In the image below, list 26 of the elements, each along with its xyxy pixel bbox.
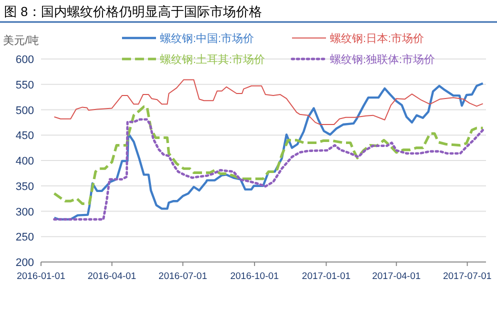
y-tick-label: 400 — [16, 156, 34, 168]
legend-label: 螺纹钢:中国:市场价 — [160, 32, 254, 45]
x-tick-label: 2017-01-01 — [302, 271, 351, 282]
line-series — [54, 79, 484, 125]
y-tick-label: 550 — [16, 79, 34, 92]
x-tick-label: 2016-01-01 — [16, 271, 66, 282]
legend-label: 螺纹钢:日本:市场价 — [330, 32, 424, 45]
y-tick-label: 300 — [16, 206, 34, 218]
x-tick-label: 2017-04-01 — [372, 271, 421, 282]
line-series — [53, 82, 484, 220]
line-series — [52, 105, 484, 205]
x-tick-label: 2016-07-01 — [158, 271, 208, 282]
y-tick-label: 600 — [16, 54, 34, 66]
chart-title: 图 8：国内螺纹价格仍明显高于国际市场价格 — [4, 4, 262, 19]
x-tick-label: 2016-04-01 — [88, 271, 136, 282]
y-tick-label: 250 — [16, 232, 34, 244]
x-tick-label: 2017-07-01 — [442, 271, 492, 282]
y-axis-title: 美元/吨 — [3, 34, 40, 47]
x-tick-label: 2016-10-01 — [230, 271, 279, 282]
y-tick-label: 450 — [16, 130, 34, 142]
y-tick-label: 350 — [16, 180, 34, 193]
legend-label: 螺纹钢:独联体:市场价 — [330, 53, 436, 66]
y-tick-label: 200 — [16, 257, 34, 269]
line-series — [53, 118, 484, 221]
legend-label: 螺纹钢:土耳其:市场价 — [160, 53, 266, 66]
y-tick-label: 500 — [16, 104, 34, 117]
